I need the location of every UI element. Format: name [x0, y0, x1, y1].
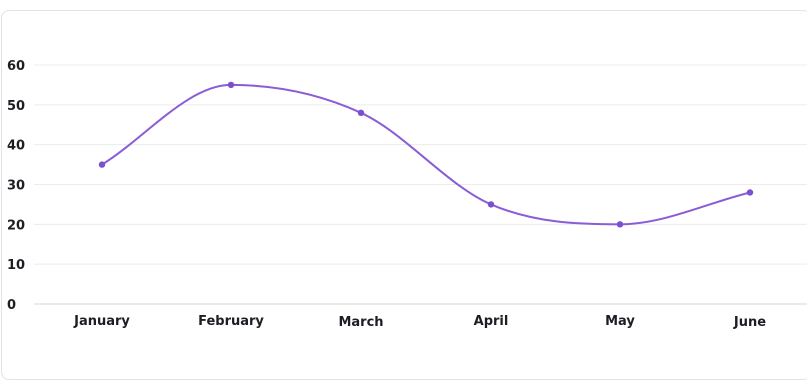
x-tick-label: March [338, 315, 383, 330]
y-tick-label: 50 [7, 99, 25, 114]
series-line [101, 83, 751, 226]
y-tick-label: 60 [7, 59, 25, 74]
x-tick-label: April [474, 314, 509, 329]
y-tick-label: 0 [7, 298, 16, 313]
y-tick-label: 40 [7, 139, 25, 154]
x-axis-ticks: January February March April May June [73, 314, 766, 330]
y-tick-label: 20 [7, 218, 25, 233]
x-tick-label: May [605, 314, 635, 329]
x-tick-label: February [198, 314, 264, 329]
gridlines [34, 64, 807, 305]
y-tick-label: 30 [7, 179, 25, 194]
data-point[interactable] [227, 81, 235, 89]
x-tick-label: June [733, 315, 766, 330]
data-point[interactable] [746, 189, 754, 196]
data-point[interactable] [487, 201, 495, 208]
x-tick-label: January [73, 314, 130, 329]
data-point[interactable] [357, 109, 365, 117]
series-layer [98, 81, 754, 228]
y-tick-label: 10 [7, 258, 25, 273]
y-axis-ticks: 0 10 20 30 40 50 60 [7, 59, 25, 313]
chart-card [1, 10, 807, 380]
data-point[interactable] [98, 161, 106, 168]
data-point[interactable] [616, 221, 624, 228]
line-chart: 0 10 20 30 40 50 60 January February March April M… [7, 59, 807, 330]
